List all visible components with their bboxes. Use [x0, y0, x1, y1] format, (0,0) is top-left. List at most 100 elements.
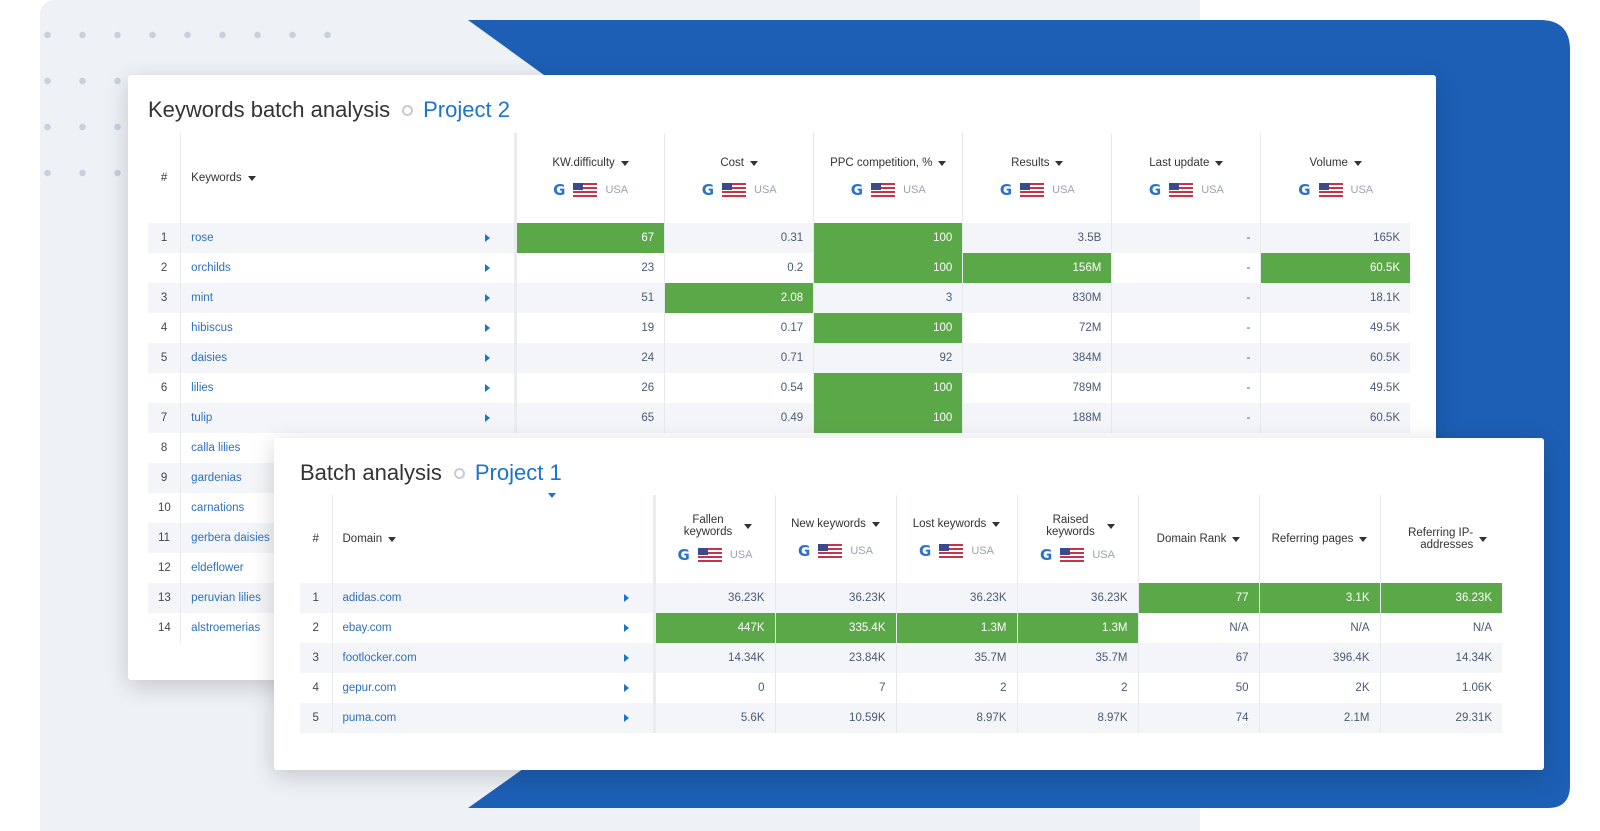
col-keywords[interactable]: Keywords: [180, 133, 516, 223]
kw-difficulty-cell: 51: [514, 283, 665, 313]
keyword-link[interactable]: carnations: [191, 502, 245, 514]
keyword-link[interactable]: gerbera daisies: [191, 532, 270, 544]
keyword-cell[interactable]: orchilds: [180, 253, 516, 283]
col-referring-pages[interactable]: Referring pages: [1258, 495, 1380, 583]
expand-arrow-icon[interactable]: [485, 384, 491, 392]
sort-caret-icon[interactable]: [388, 536, 397, 542]
keyword-link[interactable]: tulip: [191, 412, 213, 424]
sort-caret-icon[interactable]: [1359, 536, 1368, 542]
domain-rank-cell: 67: [1137, 643, 1259, 673]
keyword-link[interactable]: hibiscus: [191, 322, 233, 334]
keyword-cell[interactable]: daisies: [180, 343, 516, 373]
col-referring-ip[interactable]: Referring IP-addresses: [1379, 495, 1502, 583]
sort-caret-icon[interactable]: [620, 160, 629, 166]
sort-caret-icon[interactable]: [749, 160, 758, 166]
info-icon[interactable]: [453, 467, 465, 479]
sort-caret-icon[interactable]: [992, 521, 1001, 527]
keyword-cell[interactable]: hibiscus: [180, 313, 516, 343]
ba-project-link[interactable]: Project 1: [474, 460, 562, 485]
row-index: 10: [148, 493, 181, 523]
info-icon[interactable]: [402, 104, 414, 116]
sort-caret-icon[interactable]: [1232, 536, 1241, 542]
domain-link[interactable]: adidas.com: [342, 592, 402, 604]
raised-keywords-cell: 1.3M: [1016, 613, 1138, 643]
expand-arrow-icon[interactable]: [485, 294, 491, 302]
keyword-link[interactable]: peruvian lilies: [191, 592, 261, 604]
keyword-link[interactable]: eldeflower: [191, 562, 244, 574]
col-cost[interactable]: Cost G USA: [664, 133, 814, 223]
expand-arrow-icon[interactable]: [485, 264, 491, 272]
expand-arrow-icon[interactable]: [623, 714, 629, 722]
sort-caret-icon[interactable]: [744, 523, 752, 529]
us-flag-icon: [1020, 183, 1045, 197]
col-volume[interactable]: Volume G USA: [1260, 133, 1410, 223]
keyword-link[interactable]: mint: [191, 292, 213, 304]
keyword-cell[interactable]: tulip: [180, 403, 516, 433]
col-lost-keywords[interactable]: Lost keywords G USA: [895, 495, 1017, 583]
keyword-link[interactable]: gardenias: [191, 472, 242, 484]
sort-caret-icon[interactable]: [1055, 160, 1064, 166]
sort-caret-icon[interactable]: [1479, 536, 1488, 542]
referring-ip-cell: 36.23K: [1379, 583, 1502, 613]
sort-caret-icon[interactable]: [871, 521, 880, 527]
keyword-link[interactable]: orchilds: [191, 262, 231, 274]
google-icon: G: [798, 542, 811, 560]
results-cell: 3.5B: [962, 223, 1112, 253]
keyword-link[interactable]: alstroemerias: [191, 622, 261, 634]
us-flag-icon: [573, 183, 598, 197]
sort-caret-icon[interactable]: [247, 175, 256, 181]
new-keywords-cell: 7: [774, 673, 896, 703]
col-results[interactable]: Results G USA: [962, 133, 1112, 223]
sort-caret-icon[interactable]: [1215, 160, 1224, 166]
google-icon: G: [677, 546, 690, 564]
col-last-update[interactable]: Last update G USA: [1111, 133, 1261, 223]
fallen-keywords-cell: 36.23K: [652, 583, 775, 613]
ppc-cell: 100: [813, 253, 963, 283]
domain-cell[interactable]: gepur.com: [331, 673, 654, 703]
expand-arrow-icon[interactable]: [485, 234, 491, 242]
expand-arrow-icon[interactable]: [623, 624, 629, 632]
keyword-cell[interactable]: lilies: [180, 373, 516, 403]
keyword-link[interactable]: daisies: [191, 352, 227, 364]
referring-pages-cell: 2.1M: [1258, 703, 1380, 733]
kw-project-link[interactable]: Project 2: [423, 97, 510, 122]
col-new-keywords[interactable]: New keywords G USA: [774, 495, 896, 583]
col-domain[interactable]: Domain: [331, 495, 654, 583]
volume-cell: 18.1K: [1260, 283, 1410, 313]
sort-caret-icon[interactable]: [1353, 160, 1362, 166]
domain-cell[interactable]: footlocker.com: [331, 643, 654, 673]
domain-cell[interactable]: ebay.com: [331, 613, 654, 643]
us-flag-icon: [1318, 183, 1343, 197]
col-ppc[interactable]: PPC competition, % G USA: [813, 133, 963, 223]
sort-caret-icon[interactable]: [938, 160, 947, 166]
expand-arrow-icon[interactable]: [485, 414, 491, 422]
col-fallen-keywords[interactable]: Fallen keywords G USA: [652, 495, 775, 583]
keyword-cell[interactable]: mint: [180, 283, 516, 313]
expand-arrow-icon[interactable]: [623, 684, 629, 692]
expand-arrow-icon[interactable]: [485, 324, 491, 332]
domain-link[interactable]: gepur.com: [342, 682, 397, 694]
keyword-link[interactable]: lilies: [191, 382, 214, 394]
row-index: 2: [300, 613, 332, 643]
domain-link[interactable]: puma.com: [342, 712, 397, 724]
expand-arrow-icon[interactable]: [485, 354, 491, 362]
referring-pages-cell: 2K: [1258, 673, 1380, 703]
col-domain-rank[interactable]: Domain Rank: [1137, 495, 1259, 583]
sort-caret-icon[interactable]: [1106, 523, 1115, 529]
expand-arrow-icon[interactable]: [623, 594, 629, 602]
domain-link[interactable]: ebay.com: [342, 622, 392, 634]
domain-cell[interactable]: adidas.com: [331, 583, 654, 613]
keyword-link[interactable]: calla lilies: [191, 442, 241, 454]
domain-rank-cell: 74: [1137, 703, 1259, 733]
keyword-cell[interactable]: rose: [180, 223, 516, 253]
raised-keywords-cell: 2: [1016, 673, 1138, 703]
referring-pages-cell: 3.1K: [1258, 583, 1380, 613]
domain-cell[interactable]: puma.com: [331, 703, 654, 733]
expand-arrow-icon[interactable]: [623, 654, 629, 662]
referring-pages-cell: 396.4K: [1258, 643, 1380, 673]
domain-link[interactable]: footlocker.com: [342, 652, 417, 664]
keyword-link[interactable]: rose: [191, 232, 214, 244]
col-kw-difficulty[interactable]: KW.difficulty G USA: [514, 133, 665, 223]
col-raised-keywords[interactable]: Raised keywords G USA: [1016, 495, 1138, 583]
col-index: #: [160, 172, 168, 184]
